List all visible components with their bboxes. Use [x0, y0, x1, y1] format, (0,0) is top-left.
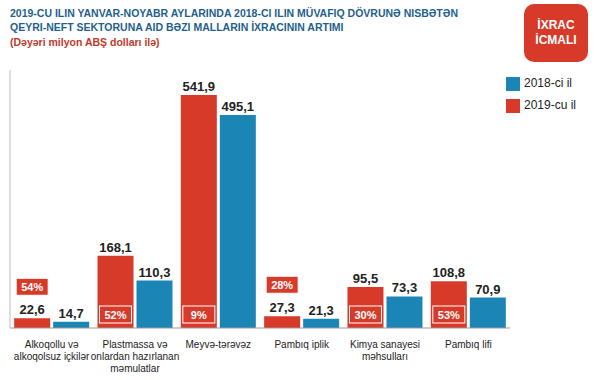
svg-text:70,9: 70,9 [475, 282, 500, 297]
svg-text:14,7: 14,7 [59, 306, 84, 321]
svg-text:Pambıq lifi: Pambıq lifi [445, 339, 492, 350]
svg-text:Kimya sanayesiməhsulları: Kimya sanayesiməhsulları [350, 339, 420, 362]
svg-text:52%: 52% [104, 309, 126, 321]
html-text:2019-CU ILIN YANVAR-NOYABR AYL: 2019-CU ILIN YANVAR-NOYABR AYLARINDA 201… [10, 7, 458, 33]
svg-text:110,3: 110,3 [139, 265, 171, 280]
html-text:İCMALI: İCMALI [535, 33, 577, 47]
svg-text:Plastmassa vəonlardan hazırlan: Plastmassa vəonlardan hazırlananməmulatl… [91, 339, 179, 374]
svg-text:73,3: 73,3 [392, 280, 417, 295]
svg-text:Pambıq iplik: Pambıq iplik [274, 339, 329, 350]
svg-text:9%: 9% [191, 309, 207, 321]
svg-text:21,3: 21,3 [308, 303, 333, 318]
svg-text:53%: 53% [438, 309, 460, 321]
svg-text:28%: 28% [271, 279, 293, 291]
html-text:(Dəyəri milyon ABŞ dolları ilə: (Dəyəri milyon ABŞ dolları ilə) [10, 36, 160, 48]
svg-text:495,1: 495,1 [222, 99, 255, 114]
html-text:İXRAC: İXRAC [537, 18, 575, 32]
svg-text:95,5: 95,5 [353, 271, 378, 286]
html-text:2019-cu il: 2019-cu il [524, 98, 576, 112]
html-text:2018-ci il: 2018-ci il [524, 76, 572, 90]
svg-text:108,8: 108,8 [433, 265, 466, 280]
svg-text:27,3: 27,3 [269, 300, 294, 315]
svg-text:30%: 30% [354, 309, 376, 321]
svg-text:541,9: 541,9 [183, 79, 216, 94]
svg-text:54%: 54% [21, 281, 43, 293]
svg-text:Alkoqollu vəalkoqolsuz içkilər: Alkoqollu vəalkoqolsuz içkilər [14, 339, 90, 362]
svg-text:168,1: 168,1 [99, 240, 132, 255]
svg-text:Meyvə-tərəvəz: Meyvə-tərəvəz [186, 339, 252, 350]
svg-text:22,6: 22,6 [20, 302, 45, 317]
